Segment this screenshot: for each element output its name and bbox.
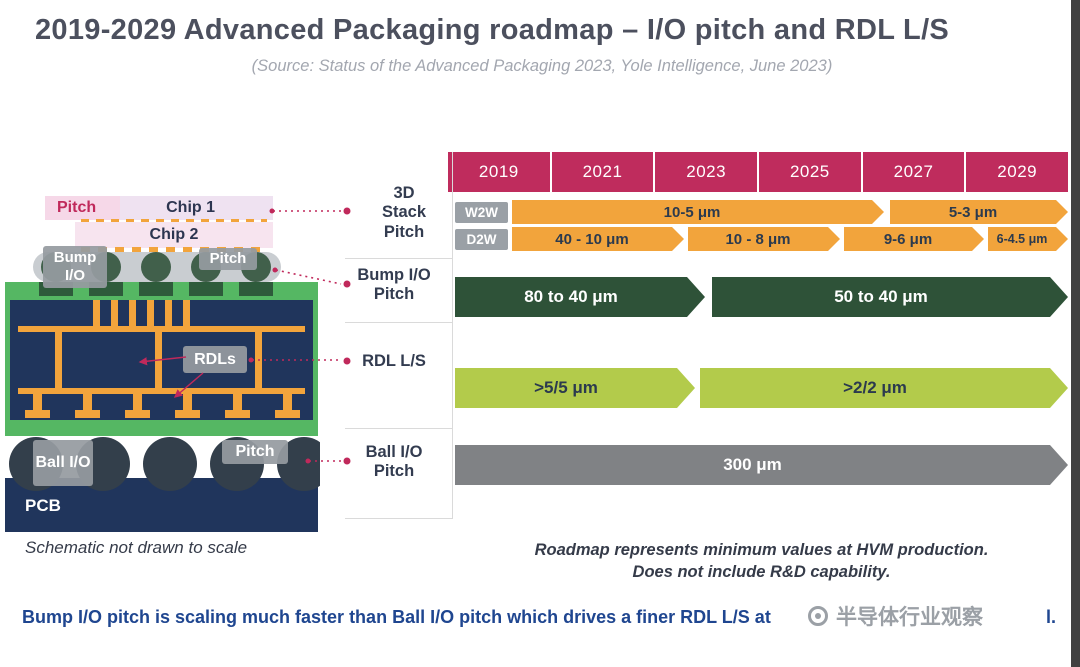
metal-trace xyxy=(111,300,118,326)
year-axis: 2019 2021 2023 2025 2027 2029 xyxy=(448,152,1069,192)
metal-trace xyxy=(233,394,242,412)
roadmap-segment-bump-1: 80 to 40 μm xyxy=(455,277,705,317)
roadmap-segment-d2w-1: 40 - 10 μm xyxy=(512,227,684,251)
roadmap-segment-ball-1: 300 μm xyxy=(455,445,1068,485)
tag-w2w: W2W xyxy=(455,202,508,223)
row-label-rdl-ls: RDL L/S xyxy=(362,352,426,370)
metal-trace xyxy=(83,394,92,412)
rdls-label: RDLs xyxy=(183,346,247,373)
interposer-rdl-layer xyxy=(10,300,313,420)
bump-socket xyxy=(139,282,173,296)
year-header-cell: 2023 xyxy=(655,152,760,192)
chip2-block: Chip 2 xyxy=(75,222,273,248)
page-title: 2019-2029 Advanced Packaging roadmap – I… xyxy=(35,14,950,46)
bump-pitch-label: Pitch xyxy=(199,248,257,270)
metal-trace xyxy=(183,300,190,326)
metal-pad xyxy=(275,410,300,418)
bottom-statement-tail: l. xyxy=(1046,607,1057,627)
roadmap-footnote-line2: Does not include R&D capability. xyxy=(632,563,891,582)
metal-trace xyxy=(55,332,62,392)
tag-d2w: D2W xyxy=(455,229,508,250)
year-header-cell: 2025 xyxy=(759,152,863,192)
year-header-cell: 2029 xyxy=(966,152,1069,192)
ball-io-label: Ball I/O xyxy=(33,440,93,486)
roadmap-segment-d2w-4: 6-4.5 μm xyxy=(988,227,1068,251)
section-divider xyxy=(345,518,453,519)
year-header-cell: 2027 xyxy=(862,152,967,192)
roadmap-segment-rdl-1: >5/5 μm xyxy=(455,368,695,408)
watermark-text: 半导体行业观察 xyxy=(836,606,983,629)
metal-pad xyxy=(25,410,50,418)
metal-trace xyxy=(155,332,162,392)
bump-ball xyxy=(141,252,171,282)
metal-pad xyxy=(125,410,150,418)
metal-trace xyxy=(33,394,42,412)
bump-io-label: Bump I/O xyxy=(43,246,107,288)
right-edge-bar xyxy=(1071,0,1080,667)
metal-trace xyxy=(129,300,136,326)
watermark-logo-icon xyxy=(808,606,828,626)
chart-left-rule xyxy=(452,152,453,518)
section-divider xyxy=(345,428,453,429)
roadmap-segment-rdl-2: >2/2 μm xyxy=(700,368,1068,408)
metal-trace xyxy=(183,394,192,412)
bump-socket xyxy=(189,282,223,296)
schematic-caption: Schematic not drawn to scale xyxy=(25,538,248,557)
roadmap-segment-d2w-3: 9-6 μm xyxy=(844,227,984,251)
chip1-block: Pitch Chip 1 xyxy=(45,196,273,220)
metal-trace xyxy=(283,394,292,412)
source-subtitle: (Source: Status of the Advanced Packagin… xyxy=(251,57,833,75)
section-divider xyxy=(345,322,453,323)
row-label-bump-io-pitch: Bump I/O Pitch xyxy=(357,266,431,304)
bump-socket xyxy=(239,282,273,296)
metal-trace xyxy=(93,300,100,326)
pcb-label: PCB xyxy=(25,496,61,515)
roadmap-segment-w2w-2: 5-3 μm xyxy=(890,200,1068,224)
metal-trace xyxy=(18,388,305,394)
solder-ball xyxy=(143,437,197,491)
metal-trace xyxy=(18,326,305,332)
bottom-statement: Bump I/O pitch is scaling much faster th… xyxy=(22,607,771,627)
micro-bumps-row xyxy=(81,247,267,252)
section-divider xyxy=(345,258,453,259)
metal-trace xyxy=(165,300,172,326)
micro-bumps-row xyxy=(81,219,267,223)
metal-pad xyxy=(75,410,100,418)
metal-pad xyxy=(175,410,200,418)
year-header-cell: 2021 xyxy=(551,152,656,192)
chip-pitch-label: Pitch xyxy=(57,199,97,216)
watermark: 半导体行业观察 xyxy=(800,599,991,633)
metal-trace xyxy=(147,300,154,326)
roadmap-footnote-line1: Roadmap represents minimum values at HVM… xyxy=(534,541,989,559)
roadmap-footnote: Roadmap represents minimum values at HVM… xyxy=(455,539,1068,584)
package-cross-section-schematic: PCB Pitch Chip 1 Chip 2 Bump I/O Pitch R… xyxy=(5,190,320,535)
row-label-ball-io-pitch: Ball I/O Pitch xyxy=(365,443,423,481)
row-label-3d-stack-pitch: 3D Stack Pitch xyxy=(381,184,427,241)
metal-pad xyxy=(225,410,250,418)
metal-trace xyxy=(133,394,142,412)
roadmap-segment-d2w-2: 10 - 8 μm xyxy=(688,227,840,251)
chip1-label: Chip 1 xyxy=(166,199,216,216)
metal-trace xyxy=(255,332,262,392)
year-header-cell: 2019 xyxy=(448,152,552,192)
roadmap-segment-bump-2: 50 to 40 μm xyxy=(712,277,1068,317)
ball-pitch-label: Pitch xyxy=(222,440,288,464)
roadmap-segment-w2w-1: 10-5 μm xyxy=(512,200,884,224)
